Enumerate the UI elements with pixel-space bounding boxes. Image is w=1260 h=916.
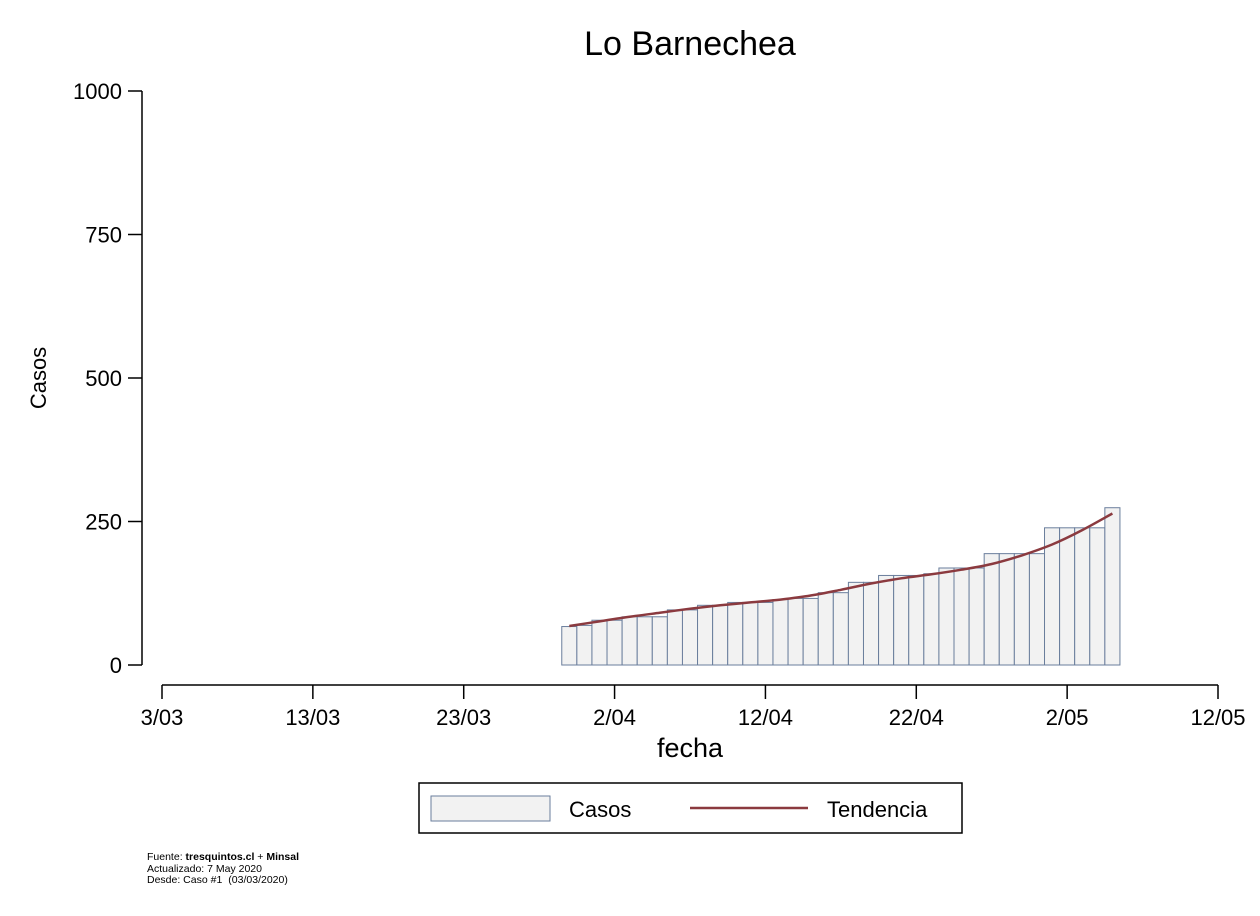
trend-line: [569, 512, 1113, 628]
bar-casos: [983, 553, 1000, 666]
x-axis: 3/03 13/03 23/03 2/04 12/04 22/04 2/05 12/05: [141, 684, 1246, 730]
footer-source-org: Minsal: [266, 851, 300, 863]
bar-casos: [787, 597, 804, 666]
bar-casos: [576, 624, 593, 666]
bar-casos: [772, 599, 789, 666]
y-tick-label: 0: [110, 653, 122, 678]
bar-casos: [606, 619, 623, 666]
x-tick-label: 3/03: [141, 705, 184, 730]
legend-label-tendencia: Tendencia: [827, 797, 928, 822]
x-axis-title: fecha: [657, 733, 724, 763]
legend-swatch-casos: [430, 795, 551, 822]
footer-source: Fuente: tresquintos.cl + Minsal: [147, 851, 300, 863]
footer-notes: Fuente: tresquintos.cl + Minsal Actualiz…: [147, 851, 300, 887]
bar-casos: [681, 609, 699, 666]
bar-casos: [666, 609, 683, 666]
x-tick-label: 2/05: [1046, 705, 1089, 730]
bar-casos: [697, 604, 714, 666]
bar-casos: [817, 592, 834, 666]
x-tick-label: 13/03: [285, 705, 340, 730]
bar-casos: [1104, 507, 1121, 666]
bar-casos: [893, 574, 910, 666]
bar-casos: [802, 597, 819, 666]
bar-casos: [727, 601, 744, 666]
bar-casos: [953, 567, 970, 666]
trend-series: [569, 512, 1113, 628]
bar-casos: [1044, 527, 1061, 666]
y-axis-title: Casos: [26, 347, 51, 409]
bar-casos: [1074, 527, 1091, 666]
bar-casos: [968, 567, 985, 666]
bar-casos: [621, 616, 638, 666]
bar-casos: [742, 601, 759, 666]
legend-label-casos: Casos: [569, 797, 631, 822]
bar-casos: [561, 626, 578, 666]
x-tick-label: 12/04: [738, 705, 793, 730]
bar-casos: [651, 616, 668, 666]
x-tick-label: 12/05: [1190, 705, 1245, 730]
bar-casos: [636, 616, 653, 666]
bar-casos: [1013, 553, 1030, 666]
bar-casos: [998, 553, 1015, 666]
bar-casos: [938, 567, 955, 666]
y-tick-label: 500: [85, 366, 122, 391]
x-tick-label: 22/04: [889, 705, 944, 730]
y-tick-label: 750: [85, 223, 122, 248]
chart-title: Lo Barnechea: [584, 25, 796, 63]
bar-casos: [878, 574, 895, 666]
bar-casos: [1089, 527, 1106, 666]
x-tick-label: 2/04: [593, 705, 636, 730]
bar-casos: [847, 581, 864, 666]
x-tick-label: 23/03: [436, 705, 491, 730]
bar-casos: [862, 581, 880, 666]
bar-casos: [923, 573, 940, 666]
bar-casos: [1028, 553, 1046, 666]
y-tick-label: 1000: [73, 79, 122, 104]
bar-casos: [757, 601, 774, 666]
footer-source-site: tresquintos.cl: [185, 851, 255, 863]
footer-updated: Actualizado: 7 May 2020: [147, 862, 262, 875]
bar-casos: [832, 592, 849, 666]
bar-casos: [591, 619, 608, 666]
legend: Casos Tendencia: [418, 782, 963, 834]
bar-casos: [712, 604, 729, 666]
bar-casos: [908, 574, 925, 666]
footer-since: Desde: Caso #1 (03/03/2020): [147, 874, 288, 886]
bars-series: [561, 507, 1121, 666]
y-tick-label: 250: [85, 510, 122, 535]
y-axis: 0 250 500 750 1000: [73, 79, 143, 678]
bar-casos: [1059, 527, 1076, 666]
